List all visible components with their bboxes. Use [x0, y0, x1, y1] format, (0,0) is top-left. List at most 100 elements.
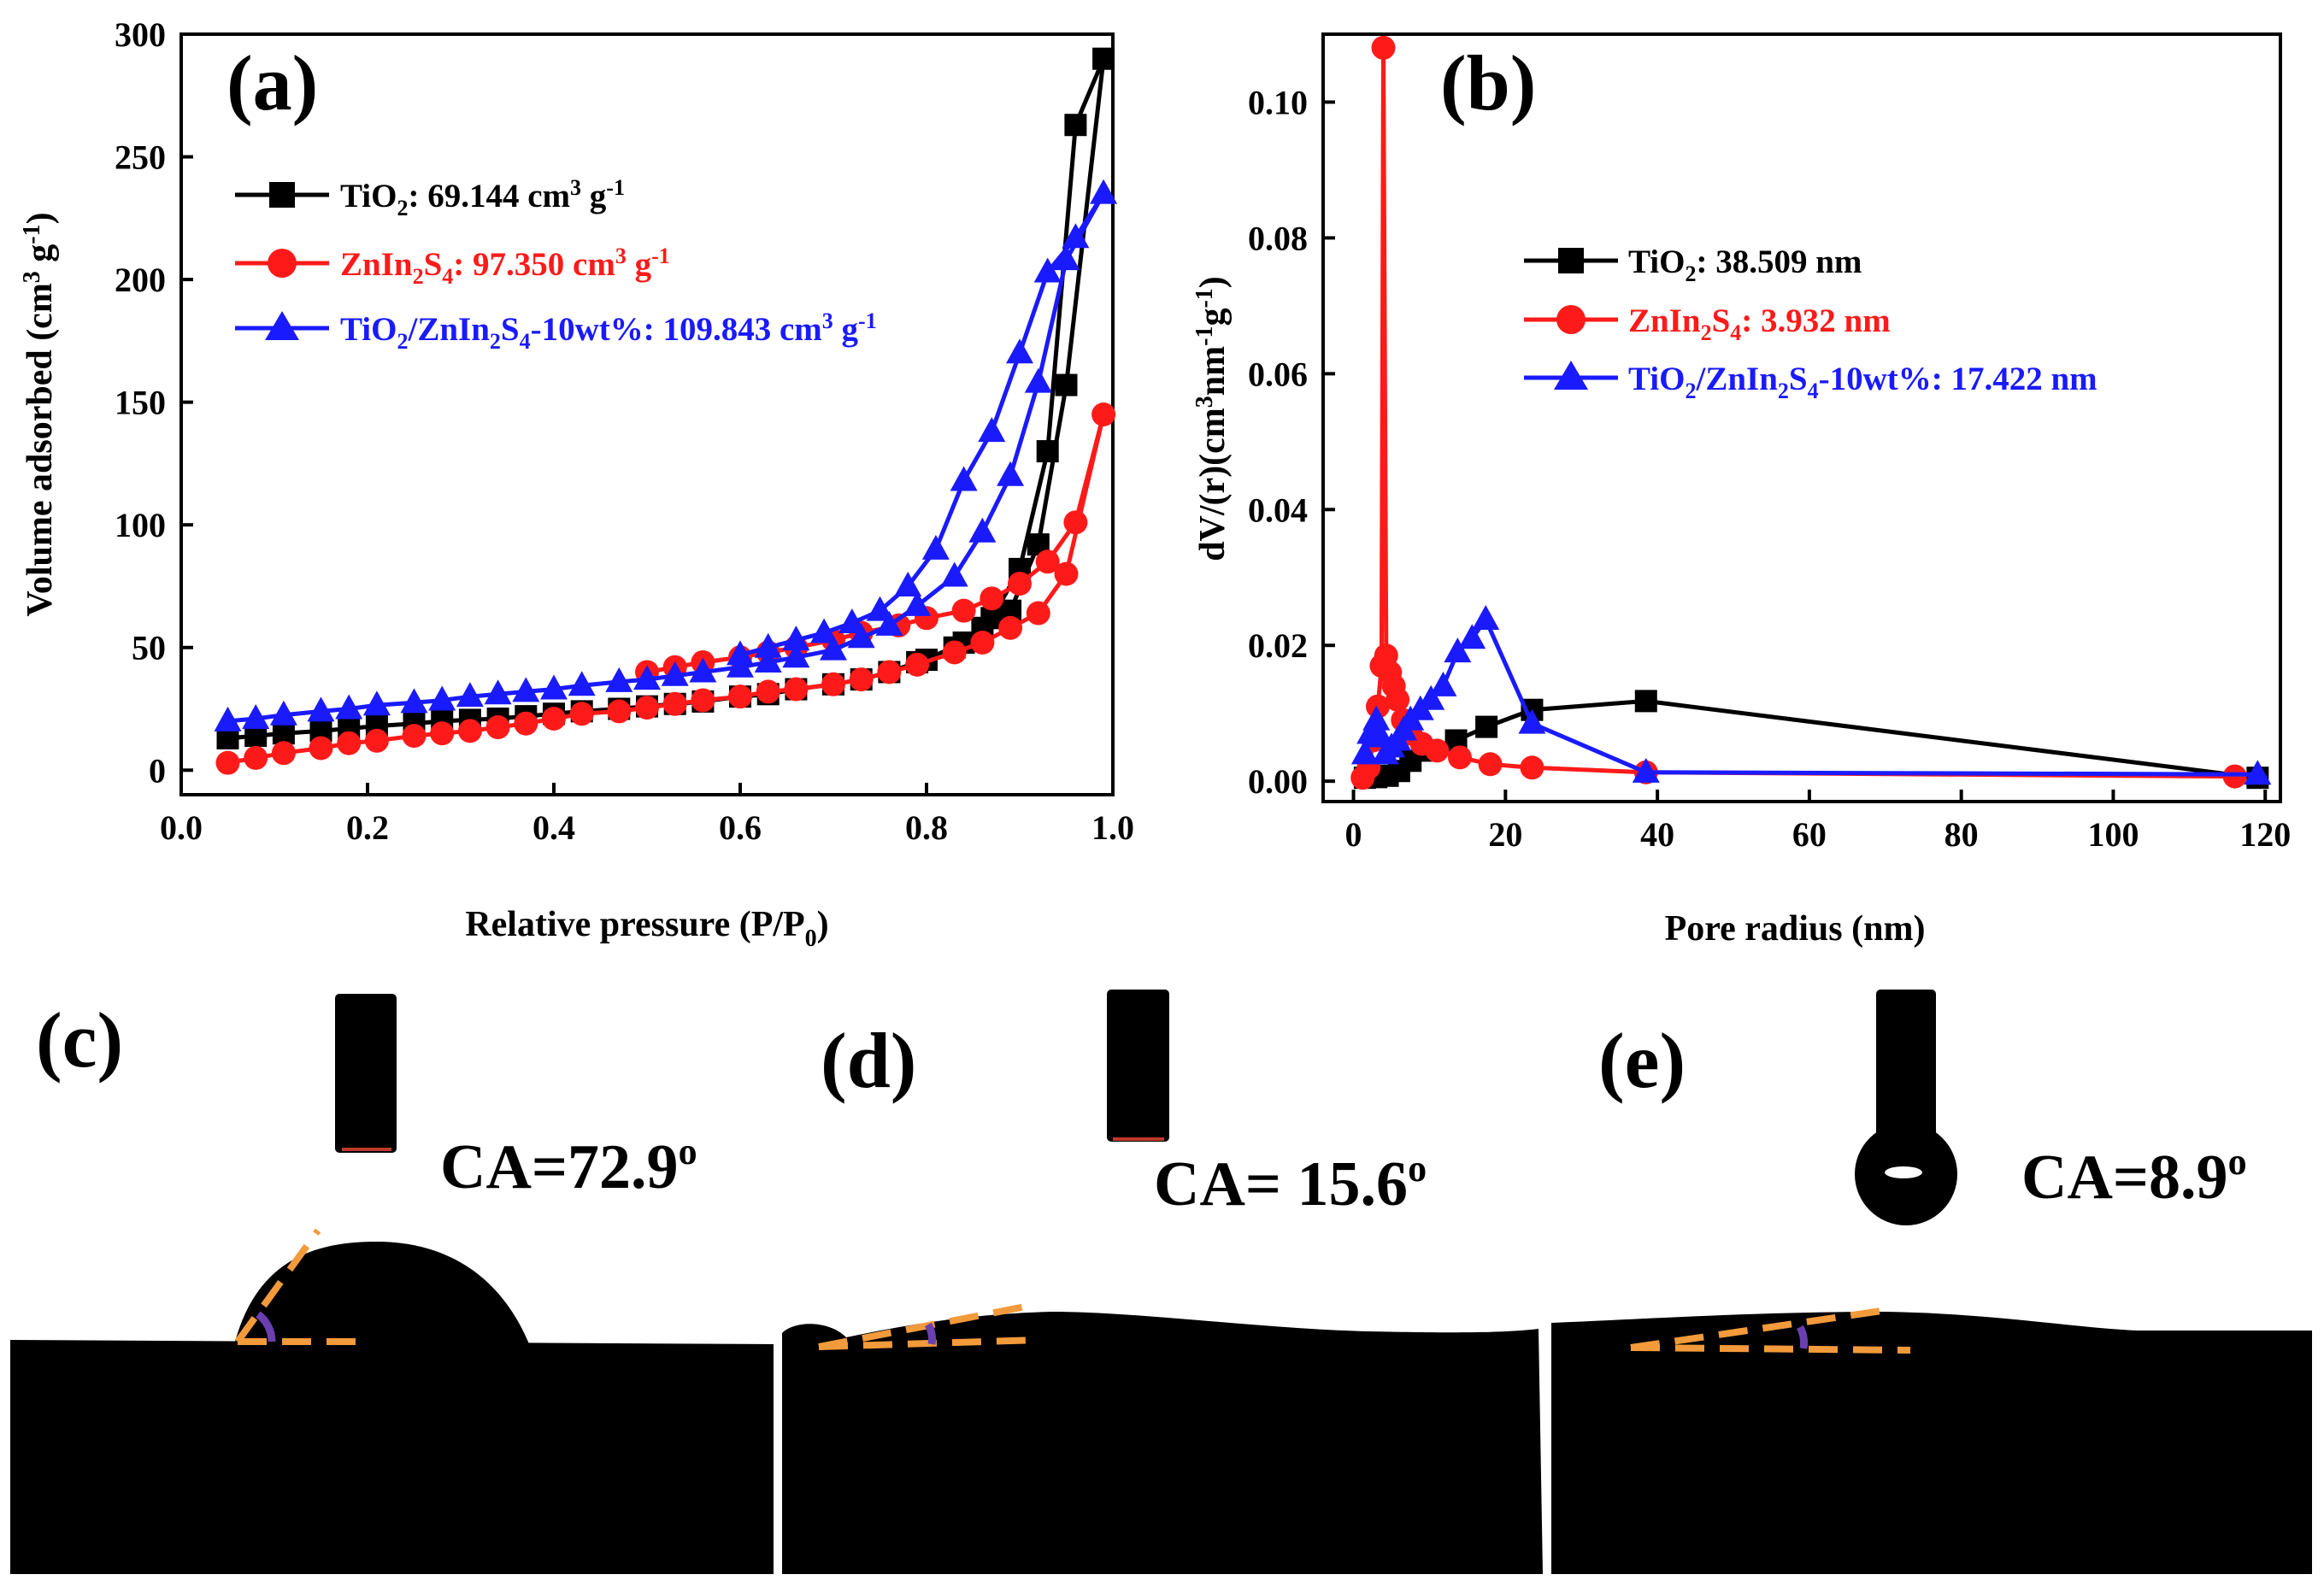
panel-a-tio2-point: [1092, 47, 1115, 70]
panel-a-legend: TiO2: 69.144 cm3 g-1 ZnIn2S4: 97.350 cm3…: [235, 175, 877, 354]
panel-a-znin2s4-point: [784, 677, 809, 702]
panel-d-angle-arc: [924, 1322, 936, 1345]
panel-a-znin2s4-point: [1054, 561, 1079, 586]
panel-b-tio2-znin2s4-10wt--point: [1444, 637, 1472, 663]
panel-b-axes-frame: [1321, 32, 2282, 803]
panel-b-znin2s4-point: [1448, 745, 1472, 770]
panel-c-droplet: [235, 1242, 530, 1346]
panel-b-ytick-label: 0.10: [1248, 83, 1308, 121]
svg-text:TiO2/ZnIn2S4-10wt%: 17.422 nm: TiO2/ZnIn2S4-10wt%: 17.422 nm: [1628, 361, 2097, 403]
panel-d-needle: [1107, 990, 1169, 1142]
panel-b-tio2-znin2s4-10wt--line: [1362, 615, 2258, 777]
panel-a-tio2-znin2s4-10wt--point: [335, 694, 363, 720]
panel-a-tio2-znin2s4-10wt--point: [269, 700, 297, 726]
panel-a-znin2s4-point: [970, 631, 995, 655]
panel-a-tio2-znin2s4-10wt--point: [400, 688, 428, 714]
panel-b-chart: 0 20 40 60 80 100 1200.000.020.040.060.080.10 …: [1191, 32, 2291, 949]
panel-b-xtick-label: 40: [1640, 815, 1674, 854]
panel-b-znin2s4-point: [1366, 694, 1390, 719]
panel-a-tio2-znin2s4-10wt--point: [242, 704, 270, 729]
panel-b-legend-composite: TiO2/ZnIn2S4-10wt%: 17.422 nm: [1524, 361, 2097, 403]
panel-a-tio2-point: [1064, 114, 1087, 137]
panel-b-tio2-znin2s4-10wt--point: [1518, 708, 1546, 734]
panel-b-tio2-point: [1475, 715, 1498, 738]
panel-a-tio2-znin2s4-10wt--point: [1062, 223, 1090, 249]
panel-b-label: (b): [1440, 39, 1536, 126]
panel-a-znin2s4-point: [691, 688, 715, 713]
panel-a-tio2-znin2s4-10wt--point: [727, 640, 754, 666]
panel-b-xlabel: Pore radius (nm): [1665, 909, 1926, 949]
panel-c-ca-value: CA=72.9o: [440, 1131, 697, 1202]
panel-a-tio2-znin2s4-10wt--point: [1033, 257, 1062, 283]
panel-d-substrate-droplet: [782, 1312, 1543, 1574]
panel-a-znin2s4-point: [662, 691, 687, 716]
panel-a-ytick-label: 200: [115, 261, 166, 299]
panel-a-tio2-znin2s4-10wt--point: [782, 626, 810, 651]
panel-a-ytick-label: 250: [115, 138, 166, 177]
panel-d-label: (d): [821, 1017, 916, 1104]
panel-a-znin2s4-point: [402, 724, 427, 749]
panel-d-contact-angle-image: (d) CA= 15.6o: [782, 990, 1543, 1574]
panel-b-ylabel: dV/(r)(cm3nm-1g-1): [1191, 276, 1233, 561]
panel-b-tio2-znin2s4-10wt--point: [1458, 624, 1486, 649]
panel-a-tio2-znin2s4-10wt--point: [362, 690, 391, 716]
panel-c-contact-angle-image: (c) CA=72.9o: [10, 994, 774, 1574]
panel-a-znin2s4-point: [942, 640, 967, 665]
panel-a-tio2-znin2s4-10wt--point: [633, 665, 661, 690]
panel-a-tio2-znin2s4-10wt--point: [754, 647, 782, 673]
panel-b-znin2s4-point: [1386, 687, 1410, 712]
panel-b-xtick-label: 0: [1345, 815, 1362, 854]
panel-a-legend-composite: TiO2/ZnIn2S4-10wt%: 109.843 cm3 g-1: [235, 308, 877, 354]
panel-a-znin2s4-point: [1063, 510, 1088, 535]
panel-a-label: (a): [227, 39, 318, 126]
panel-e-label: (e): [1598, 1017, 1686, 1104]
panel-b-ytick-label: 0.04: [1248, 491, 1308, 529]
panel-a-tio2-znin2s4-10wt--point: [512, 677, 540, 702]
panel-a-tio2-znin2s4-10wt--point: [997, 461, 1025, 486]
panel-e-baseline: [1630, 1344, 1911, 1354]
panel-a-tio2-znin2s4-10wt--point: [875, 610, 903, 636]
panel-a-xtick-label: 0.0: [160, 808, 203, 847]
panel-a-znin2s4-point: [430, 721, 455, 746]
panel-d-ca-value: CA= 15.6o: [1154, 1148, 1427, 1219]
panel-c-label: (c): [36, 996, 123, 1084]
panel-a-znin2s4-point: [364, 728, 389, 753]
panel-a-tio2-znin2s4-10wt--point: [968, 517, 997, 543]
panel-a-znin2s4-point: [457, 719, 482, 743]
panel-b-tio2-znin2s4-10wt--point: [1632, 757, 1660, 783]
panel-a-tio2-point: [1036, 440, 1059, 463]
panel-a-ytick-label: 50: [132, 629, 166, 667]
panel-a-znin2s4-point: [998, 615, 1023, 640]
svg-text:ZnIn2S4: 3.932 nm: ZnIn2S4: 3.932 nm: [1628, 303, 1891, 345]
panel-a-tio2-znin2s4-10wt--point: [950, 466, 978, 491]
panel-a-chart: 0.0 0.2 0.4 0.6 0.8 1.0 0 50 100 150 200 250 300 (a)…: [19, 15, 1134, 952]
panel-a-xtick-label: 1.0: [1091, 808, 1134, 847]
panel-a-znin2s4-point: [607, 699, 632, 724]
panel-a-tio2-znin2s4-10wt--point: [754, 632, 782, 658]
panel-a-tio2-znin2s4-10wt--point: [307, 696, 335, 722]
panel-b-legend: TiO2: 38.509 nm ZnIn2S4: 3.932 nm TiO2/Z…: [1524, 244, 2097, 403]
panel-a-znin2s4-point: [821, 672, 845, 696]
panel-a-znin2s4-point: [215, 750, 240, 775]
panel-a-znin2s4-point: [542, 707, 566, 731]
panel-a-tio2-znin2s4-10wt--point: [540, 674, 568, 700]
panel-b-znin2s4-point: [1425, 738, 1450, 763]
panel-a-xtick-label: 0.2: [346, 808, 389, 847]
panel-b-legend-znin2s4: ZnIn2S4: 3.932 nm: [1524, 303, 1891, 345]
panel-e-substrate-droplet: [1551, 1312, 2312, 1574]
panel-a-tio2-znin2s4-10wt--point: [940, 561, 968, 587]
panel-a-legend-znin2s4: ZnIn2S4: 97.350 cm3 g-1: [235, 244, 670, 289]
panel-b-ytick-label: 0.00: [1248, 762, 1308, 801]
panel-c-angle-arc: [256, 1311, 276, 1342]
svg-text:TiO2/ZnIn2S4-10wt%: 109.843 cm: TiO2/ZnIn2S4-10wt%: 109.843 cm3 g-1: [340, 308, 877, 354]
svg-text:TiO2: 69.144 cm3 g-1: TiO2: 69.144 cm3 g-1: [340, 175, 625, 220]
panel-a-tio2-znin2s4-10wt--point: [484, 679, 512, 705]
panel-a-tio2-znin2s4-10wt--point: [978, 417, 1006, 443]
panel-b-tio2-znin2s4-10wt--point: [1472, 605, 1500, 631]
panel-a-tio2-znin2s4-10wt--point: [1052, 245, 1080, 271]
panel-b-series: [1350, 35, 2272, 790]
panel-a-tio2-znin2s4-10wt--point: [605, 667, 633, 692]
panel-b-tio2-point: [1634, 690, 1657, 713]
panel-a-znin2s4-point: [271, 741, 296, 766]
